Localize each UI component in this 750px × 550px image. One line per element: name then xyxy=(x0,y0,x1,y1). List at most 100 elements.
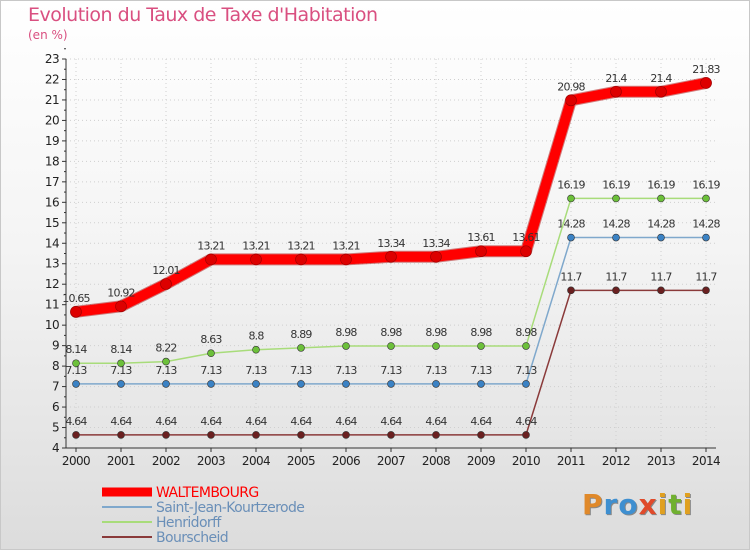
data-point xyxy=(297,344,305,352)
data-point xyxy=(297,380,305,388)
data-label: 13.21 xyxy=(287,239,315,252)
data-point xyxy=(250,253,262,266)
data-point xyxy=(612,194,620,203)
chart-title: Evolution du Taux de Taxe d'Habitation xyxy=(28,4,378,26)
data-label: 4.64 xyxy=(335,415,357,428)
data-point xyxy=(342,342,350,350)
data-point xyxy=(207,380,215,388)
data-label: 21.4 xyxy=(605,72,627,85)
y-tick-label: 20 xyxy=(45,113,59,127)
data-point xyxy=(162,357,170,366)
data-label: 10.92 xyxy=(107,286,135,299)
data-point xyxy=(610,85,622,98)
data-point xyxy=(385,250,397,263)
data-label: 10.65 xyxy=(62,292,90,305)
legend-item: Bourscheid xyxy=(102,530,229,546)
y-tick-label: 23 xyxy=(45,52,59,66)
logo-letter: P xyxy=(582,488,604,521)
data-label: 8.98 xyxy=(470,326,492,339)
data-label: 7.13 xyxy=(110,364,132,377)
x-tick-label: 2005 xyxy=(287,454,315,468)
data-label: 8.14 xyxy=(65,343,87,356)
data-point xyxy=(117,380,125,388)
data-label: 7.13 xyxy=(65,364,87,377)
legend-label: Saint-Jean-Kourtzerode xyxy=(156,500,304,516)
data-label: 4.64 xyxy=(110,415,132,428)
data-label: 16.19 xyxy=(692,178,720,191)
data-label: 7.13 xyxy=(200,364,222,377)
data-label: 16.19 xyxy=(647,178,675,191)
data-label: 13.61 xyxy=(512,231,540,244)
data-point xyxy=(342,431,350,439)
data-label: 16.19 xyxy=(557,178,585,191)
data-label: 7.13 xyxy=(155,364,177,377)
data-label: 8.89 xyxy=(290,328,312,341)
data-label: 7.13 xyxy=(290,364,312,377)
proxiti-logo: Proxiti xyxy=(582,488,693,521)
data-label: 7.13 xyxy=(380,364,402,377)
data-point xyxy=(252,431,260,439)
data-label: 8.98 xyxy=(335,326,357,339)
data-point xyxy=(162,431,170,439)
data-label: 21.4 xyxy=(650,72,672,85)
x-tick-label: 2013 xyxy=(647,454,675,468)
legend-item: Henridorff xyxy=(102,515,223,531)
data-point xyxy=(430,250,442,263)
data-point xyxy=(205,253,217,266)
y-tick-label: 17 xyxy=(45,175,59,189)
data-point xyxy=(117,359,125,368)
data-label: 4.64 xyxy=(290,415,312,428)
y-tick-label: 21 xyxy=(45,93,59,107)
x-tick-label: 2006 xyxy=(332,454,360,468)
logo-letter: x xyxy=(638,488,658,521)
y-tick-label: 19 xyxy=(45,134,59,148)
data-label: 4.64 xyxy=(380,415,402,428)
data-label: 13.21 xyxy=(332,239,360,252)
data-point xyxy=(475,245,487,258)
y-tick-label: 4 xyxy=(52,441,59,455)
y-tick-label: 14 xyxy=(45,236,59,250)
data-point xyxy=(657,286,665,295)
legend-label: Henridorff xyxy=(156,515,222,531)
y-tick-label: 8 xyxy=(52,359,59,373)
x-tick-label: 2008 xyxy=(422,454,450,468)
y-tick-label: 10 xyxy=(45,318,59,332)
data-point xyxy=(387,431,395,439)
x-tick-label: 2009 xyxy=(467,454,495,468)
data-label: 7.13 xyxy=(515,364,537,377)
data-label: 14.28 xyxy=(602,218,630,231)
x-tick-label: 2011 xyxy=(557,454,585,468)
y-tick-label: 9 xyxy=(52,339,59,353)
data-label: 13.34 xyxy=(422,237,450,250)
data-point xyxy=(522,342,530,350)
data-label: 8.22 xyxy=(155,342,176,355)
data-label: 11.7 xyxy=(695,270,717,283)
logo-letter: t xyxy=(668,488,683,521)
data-label: 8.98 xyxy=(425,326,447,339)
data-point xyxy=(702,194,710,203)
data-label: 13.34 xyxy=(377,237,405,250)
data-label: 7.13 xyxy=(470,364,492,377)
data-point xyxy=(520,245,532,258)
data-label: 11.7 xyxy=(650,270,672,283)
data-label: 21.83 xyxy=(692,63,720,76)
data-point xyxy=(432,380,440,388)
data-point xyxy=(207,431,215,439)
data-label: 8.14 xyxy=(110,343,132,356)
data-point xyxy=(387,380,395,388)
x-tick-label: 2000 xyxy=(62,454,90,468)
data-label: 8.98 xyxy=(515,326,537,339)
y-tick-label: 15 xyxy=(45,216,59,230)
legend: WALTEMBOURGSaint-Jean-KourtzerodeHenrido… xyxy=(102,485,305,546)
series-line xyxy=(75,289,707,436)
data-point xyxy=(702,286,710,295)
series-waltembourg: 10.65 10.92 12.01 13.21 13.21 13.21 13.21 13.34… xyxy=(62,63,721,318)
data-label: 4.64 xyxy=(200,415,222,428)
data-point xyxy=(702,233,710,242)
data-point xyxy=(295,253,307,266)
y-tick-label: 6 xyxy=(52,400,59,414)
data-label: 7.13 xyxy=(335,364,357,377)
x-tick-label: 2007 xyxy=(377,454,405,468)
y-tick-label: 12 xyxy=(45,277,59,291)
